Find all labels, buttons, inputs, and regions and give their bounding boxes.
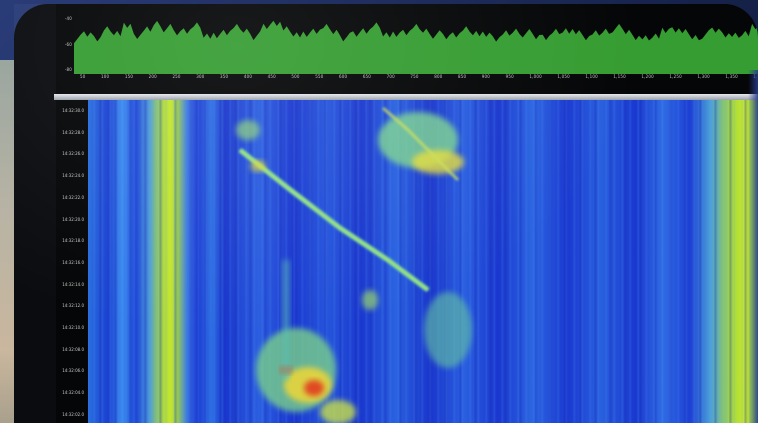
- freq-tick-label: 250: [172, 74, 181, 79]
- time-tick-label: 14:32:14.0: [62, 281, 84, 287]
- time-tick-label: 14:32:26.0: [62, 151, 84, 157]
- freq-tick-label: 900: [481, 74, 491, 79]
- freq-tick-label: 450: [267, 74, 276, 79]
- freq-tick-label: 150: [124, 74, 134, 79]
- spectrum-y-axis: -40 -60 -80: [56, 16, 74, 72]
- db-tick-label: -40: [64, 16, 72, 21]
- time-tick-label: 14:32:16.0: [62, 259, 84, 265]
- time-tick-label: 14:32:04.0: [62, 390, 84, 396]
- waterfall-plot: [88, 100, 758, 423]
- freq-tick-label: 550: [315, 74, 324, 79]
- freq-tick-label: 850: [458, 74, 467, 79]
- freq-tick-label: 300: [196, 74, 205, 79]
- db-tick-label: -60: [64, 41, 72, 47]
- freq-tick-label: 750: [410, 74, 419, 79]
- freq-tick-label: 500: [291, 74, 300, 79]
- freq-tick-label: 950: [505, 74, 514, 79]
- freq-tick-label: 1,200: [641, 74, 654, 79]
- time-tick-label: 14:32:08.0: [62, 346, 84, 352]
- signal-smear-bottom: [320, 400, 356, 423]
- freq-tick-label: 650: [362, 74, 372, 79]
- time-tick-label: 14:32:22.0: [62, 194, 84, 200]
- time-tick-label: 14:32:18.0: [62, 238, 84, 244]
- freq-tick-label: 200: [148, 74, 157, 79]
- time-tick-label: 14:32:12.0: [62, 303, 84, 309]
- signal-speck-3: [362, 290, 378, 310]
- freq-tick-label: 100: [101, 74, 110, 79]
- signal-cluster-mid: [424, 292, 472, 368]
- freq-tick-label: 1,050: [557, 74, 570, 79]
- panel-divider[interactable]: [54, 94, 758, 100]
- spectrum-panel: -40 -60 -80 50 100 150 200 250 300 350 400 450 500 5…: [56, 4, 758, 94]
- freq-tick-label: 1,350: [725, 74, 738, 79]
- time-tick-label: 14:32:28.0: [62, 129, 84, 135]
- freq-tick-label: 700: [386, 74, 395, 79]
- time-tick-label: 14:32:20.0: [62, 216, 84, 222]
- freq-tick-label: 1,250: [669, 74, 682, 79]
- freq-tick-label: 800: [434, 74, 443, 79]
- signal-peak: [304, 380, 324, 396]
- freq-tick-label: 1,300: [697, 74, 710, 79]
- db-tick-label: -80: [64, 67, 72, 72]
- freq-tick-label: 350: [220, 74, 229, 79]
- freq-tick-label: 1,150: [613, 74, 626, 79]
- spectrum-trace: [74, 20, 758, 74]
- signal-speck-1: [236, 120, 260, 140]
- waterfall-time-axis: 14:32:30.0 14:32:28.0 14:32:26.0 14:32:24.0…: [56, 100, 86, 423]
- spectrum-x-axis: 50 100 150 200 250 300 350 400 450 500 550 600 650 70…: [74, 74, 758, 88]
- spectrum-plot: [74, 20, 758, 74]
- waterfall-panel: 14:32:30.0 14:32:28.0 14:32:26.0 14:32:24.0…: [56, 100, 758, 423]
- time-tick-label: 14:32:02.0: [62, 411, 84, 417]
- freq-tick-label: 1,100: [585, 74, 598, 79]
- screen-edge-right: [748, 70, 758, 423]
- time-tick-label: 14:32:10.0: [62, 325, 84, 331]
- time-tick-label: 14:32:30.0: [62, 108, 84, 113]
- freq-tick-label: 50: [80, 74, 86, 79]
- signal-trace-diagonal-core: [239, 149, 429, 291]
- freq-tick-label: 1,000: [529, 74, 542, 79]
- monitor-screen: -40 -60 -80 50 100 150 200 250 300 350 400 450 500 5…: [14, 4, 758, 423]
- time-tick-label: 14:32:24.0: [62, 173, 84, 179]
- time-tick-label: 14:32:06.0: [62, 368, 84, 374]
- freq-tick-label: 400: [243, 74, 253, 79]
- freq-tick-label: 600: [339, 74, 348, 79]
- waterfall-signals: [236, 106, 472, 423]
- signal-column-1: [282, 260, 290, 380]
- signal-trace-upper: [382, 106, 460, 182]
- signal-speck-2: [250, 160, 266, 172]
